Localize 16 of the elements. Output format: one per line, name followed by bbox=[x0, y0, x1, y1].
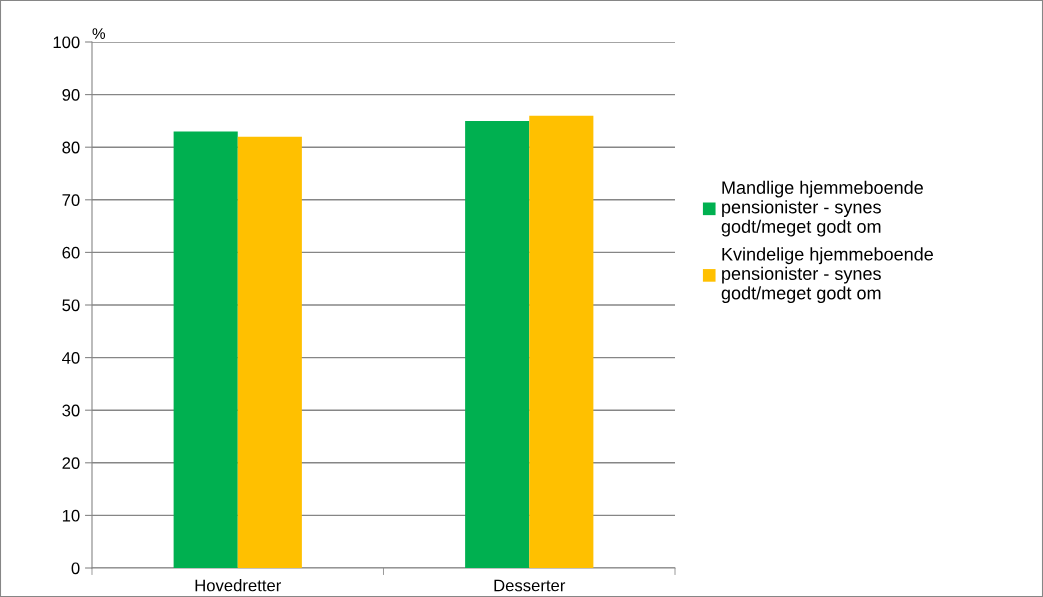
y-tick-label: 100 bbox=[53, 36, 80, 49]
legend-label: Mandlige hjemmeboende pensionister - synes godt/meget godt om bbox=[721, 180, 923, 237]
y-tick-label: 70 bbox=[62, 194, 80, 206]
legend-label: Kvindelige hjemmeboende pensionister - synes godt/meget godt om bbox=[721, 247, 933, 304]
y-tick-label: 90 bbox=[62, 89, 80, 101]
y-tick-label: 80 bbox=[62, 141, 80, 154]
y-tick-label: 40 bbox=[62, 352, 80, 364]
y-tick-label: 60 bbox=[62, 246, 80, 259]
x-tick-label: Desserter bbox=[494, 579, 566, 592]
y-tick-label: 10 bbox=[62, 509, 80, 522]
y-tick-label: 20 bbox=[62, 457, 80, 469]
y-tick-label: 30 bbox=[62, 404, 80, 417]
y-axis-title: % bbox=[92, 28, 106, 39]
y-tick-label: 0 bbox=[71, 562, 80, 575]
x-tick-label: Hovedretter bbox=[195, 579, 282, 592]
y-tick-label: 50 bbox=[62, 299, 80, 312]
